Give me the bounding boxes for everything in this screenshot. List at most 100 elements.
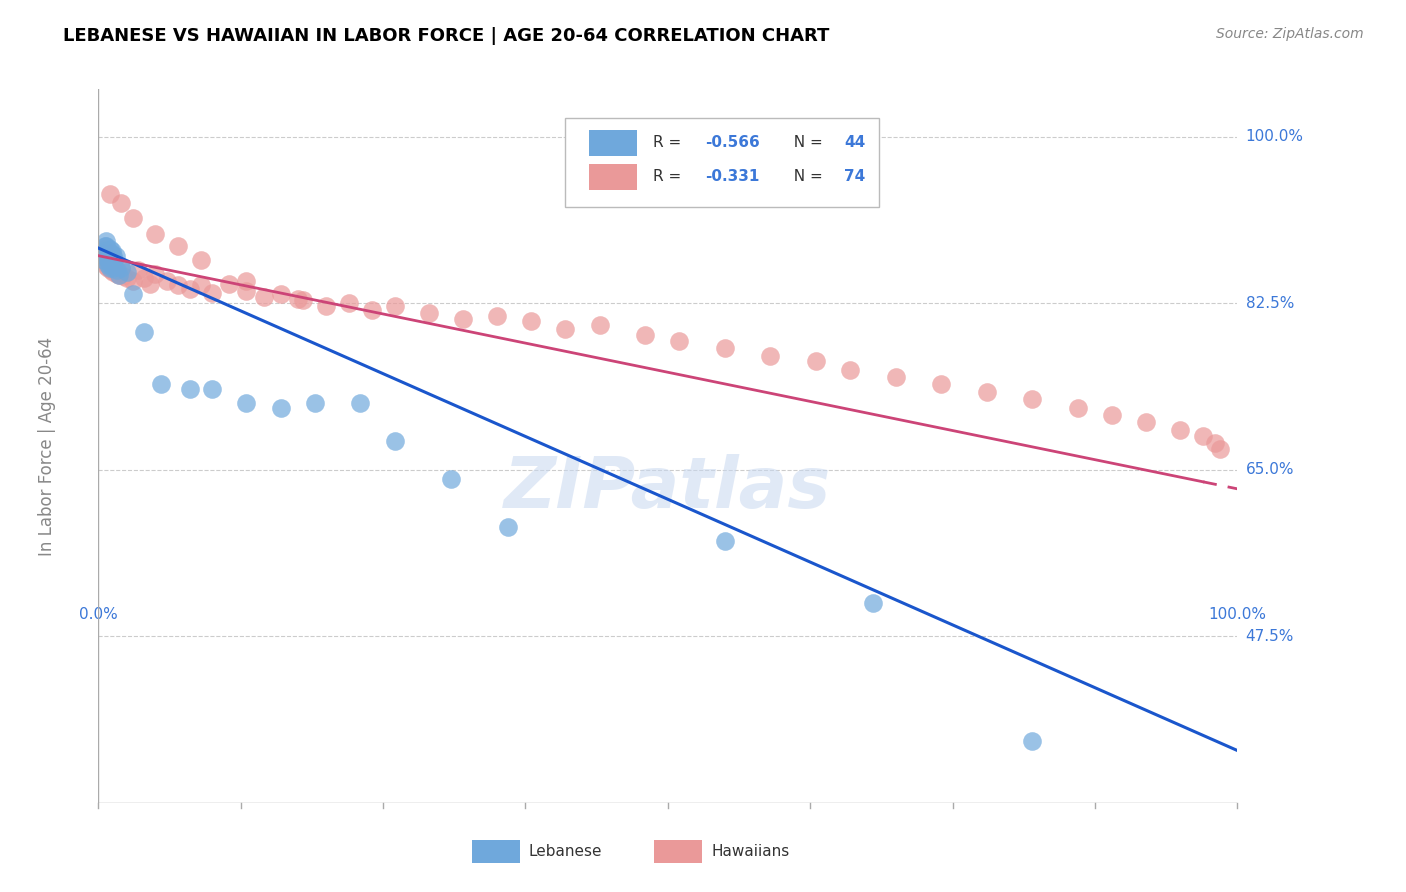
Point	[105, 263, 128, 277]
Point	[418, 306, 440, 320]
Point	[97, 258, 120, 272]
Point	[103, 261, 125, 276]
Point	[384, 299, 406, 313]
Point	[101, 255, 124, 269]
Text: N =: N =	[785, 169, 828, 185]
Text: 74: 74	[845, 169, 866, 185]
Point	[190, 253, 212, 268]
Point	[108, 268, 131, 282]
Point	[862, 596, 884, 610]
Point	[96, 252, 118, 266]
Point	[884, 369, 907, 384]
Point	[96, 239, 118, 253]
Point	[1021, 392, 1043, 407]
FancyBboxPatch shape	[589, 164, 637, 190]
Point	[103, 253, 125, 268]
Point	[93, 242, 115, 256]
Point	[167, 278, 190, 293]
Point	[105, 267, 128, 281]
Point	[110, 261, 132, 276]
Point	[96, 253, 118, 268]
Point	[100, 253, 122, 268]
Point	[1101, 408, 1123, 422]
Point	[100, 245, 122, 260]
Point	[115, 270, 138, 285]
Point	[804, 354, 827, 368]
Point	[270, 401, 292, 415]
Point	[97, 249, 120, 263]
Point	[304, 396, 326, 410]
Point	[1204, 436, 1226, 450]
Point	[97, 248, 120, 262]
Point	[668, 334, 690, 349]
Point	[270, 286, 292, 301]
Point	[1021, 734, 1043, 748]
Text: 100.0%: 100.0%	[1208, 607, 1267, 622]
Point	[554, 322, 576, 336]
FancyBboxPatch shape	[654, 840, 702, 863]
Point	[145, 227, 167, 241]
Point	[121, 211, 143, 225]
Point	[486, 309, 509, 323]
Text: N =: N =	[785, 136, 828, 150]
Point	[121, 274, 143, 288]
Point	[252, 290, 274, 304]
Point	[94, 248, 117, 262]
Point	[108, 268, 131, 282]
Point	[98, 261, 121, 276]
Point	[201, 382, 224, 396]
Text: -0.566: -0.566	[706, 136, 761, 150]
Point	[121, 286, 143, 301]
Point	[101, 244, 124, 258]
Point	[103, 265, 125, 279]
Point	[98, 249, 121, 263]
Point	[98, 253, 121, 268]
Point	[91, 245, 114, 260]
Point	[94, 239, 117, 253]
Point	[96, 244, 118, 258]
Point	[96, 259, 118, 273]
Text: 65.0%: 65.0%	[1246, 462, 1294, 477]
Point	[98, 245, 121, 260]
Point	[190, 278, 212, 293]
Point	[132, 270, 155, 285]
Text: ZIPatlas: ZIPatlas	[505, 454, 831, 524]
Point	[94, 249, 117, 263]
Point	[115, 265, 138, 279]
Point	[156, 274, 179, 288]
Point	[235, 396, 257, 410]
Point	[104, 263, 127, 277]
Text: Hawaiians: Hawaiians	[711, 844, 789, 859]
Point	[98, 242, 121, 256]
FancyBboxPatch shape	[565, 118, 879, 207]
Point	[1209, 442, 1232, 456]
Point	[292, 293, 315, 308]
FancyBboxPatch shape	[589, 130, 637, 155]
Point	[97, 255, 120, 269]
Point	[714, 341, 737, 355]
FancyBboxPatch shape	[472, 840, 520, 863]
Point	[138, 277, 160, 292]
Point	[839, 363, 862, 377]
Point	[150, 377, 173, 392]
Point	[110, 261, 132, 276]
Point	[451, 312, 474, 326]
Point	[1170, 423, 1192, 437]
Point	[110, 196, 132, 211]
Point	[96, 235, 118, 249]
Point	[112, 268, 135, 283]
Text: -0.331: -0.331	[706, 169, 759, 185]
Point	[96, 253, 118, 268]
Point	[100, 263, 122, 277]
Point	[235, 274, 257, 288]
Point	[93, 253, 115, 268]
Point	[1135, 415, 1157, 429]
Point	[218, 277, 240, 292]
Point	[167, 239, 190, 253]
Text: 44: 44	[845, 136, 866, 150]
Point	[93, 249, 115, 263]
Point	[98, 255, 121, 269]
Point	[520, 314, 543, 328]
Point	[634, 327, 657, 342]
Point	[103, 259, 125, 273]
